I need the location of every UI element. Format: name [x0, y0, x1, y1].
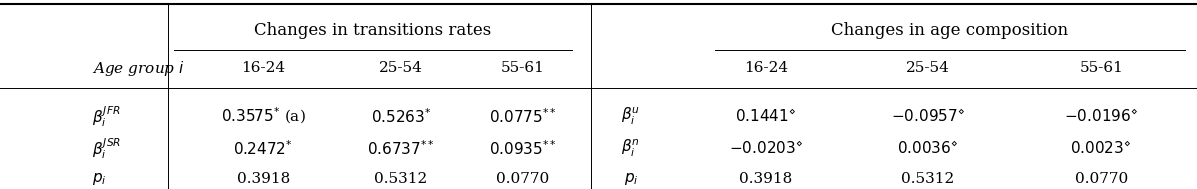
Text: $0.2472^{*}$: $0.2472^{*}$	[233, 139, 293, 158]
Text: $p_i$: $p_i$	[624, 171, 638, 187]
Text: 0.0770: 0.0770	[497, 172, 549, 186]
Text: 0.3918: 0.3918	[740, 172, 792, 186]
Text: 0.0770: 0.0770	[1075, 172, 1128, 186]
Text: $0.0036^{\diamond}$: $0.0036^{\diamond}$	[897, 140, 959, 157]
Text: $0.6737^{**}$: $0.6737^{**}$	[367, 139, 435, 158]
Text: $0.0775^{**}$: $0.0775^{**}$	[490, 107, 557, 125]
Text: Changes in age composition: Changes in age composition	[831, 22, 1069, 39]
Text: $\beta_i^{n}$: $\beta_i^{n}$	[621, 138, 640, 159]
Text: $-0.0203^{\diamond}$: $-0.0203^{\diamond}$	[729, 140, 803, 157]
Text: $0.1441^{\diamond}$: $0.1441^{\diamond}$	[735, 108, 797, 125]
Text: $0.0935^{**}$: $0.0935^{**}$	[490, 139, 557, 158]
Text: 25-54: 25-54	[906, 61, 949, 75]
Text: 25-54: 25-54	[379, 61, 423, 75]
Text: 55-61: 55-61	[1080, 61, 1123, 75]
Text: $\beta_i^{u}$: $\beta_i^{u}$	[621, 106, 640, 127]
Text: $\beta_i^{JFR}$: $\beta_i^{JFR}$	[92, 104, 121, 129]
Text: Changes in transitions rates: Changes in transitions rates	[254, 22, 492, 39]
Text: 0.5312: 0.5312	[375, 172, 427, 186]
Text: 0.5312: 0.5312	[901, 172, 954, 186]
Text: 16-24: 16-24	[242, 61, 285, 75]
Text: Age group $i$: Age group $i$	[92, 59, 184, 77]
Text: $\beta_i^{JSR}$: $\beta_i^{JSR}$	[92, 136, 121, 161]
Text: $0.0023^{\diamond}$: $0.0023^{\diamond}$	[1070, 140, 1132, 157]
Text: 16-24: 16-24	[745, 61, 788, 75]
Text: $0.3575^{*}$ (a): $0.3575^{*}$ (a)	[221, 106, 305, 126]
Text: $p_i$: $p_i$	[92, 171, 107, 187]
Text: 0.3918: 0.3918	[237, 172, 290, 186]
Text: $0.5263^{*}$: $0.5263^{*}$	[371, 107, 431, 125]
Text: 55-61: 55-61	[502, 61, 545, 75]
Text: $-0.0196^{\diamond}$: $-0.0196^{\diamond}$	[1064, 108, 1138, 125]
Text: $-0.0957^{\diamond}$: $-0.0957^{\diamond}$	[891, 108, 965, 125]
